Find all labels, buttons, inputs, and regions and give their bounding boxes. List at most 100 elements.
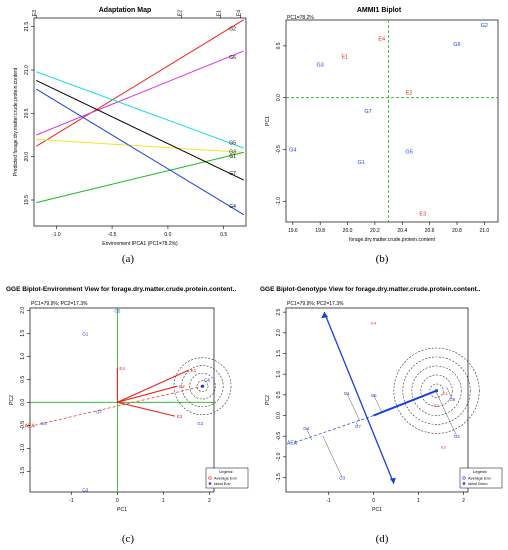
top-env-label: E1 [216,10,222,16]
y-tick-label: 0.5 [276,391,282,398]
ideal-env-marker [200,384,205,388]
x-tick-label: 0 [116,498,119,504]
projection-line-G2 [435,390,457,437]
x-tick-label: 20.8 [452,228,462,234]
x-tick-label: -1.0 [52,232,61,238]
legend-title: Legend: [473,469,487,474]
y-tick-label: -1.0 [276,452,282,461]
plot-frame [285,19,499,223]
aea-axis-line [294,415,374,443]
y-tick-label: 19.5 [24,195,30,205]
x-tick-label: 20.6 [425,228,435,234]
x-tick-label: -0.5 [108,232,117,238]
x-tick-label: 20.0 [343,228,353,234]
point-label-E3: E3 [419,212,426,218]
y-tick-label: 0.5 [276,42,282,49]
x-axis-label: PC1 [117,507,127,513]
env-vector-E1 [117,369,189,403]
concentric-ring [181,365,224,408]
genotype-label-G5: G5 [114,308,121,313]
projection-line-G7 [356,422,359,426]
ammi1-biplot-chart: AMMI1 Biplot PC1=78.2% 19.6 19.8 20.0 20.2 20.… [265,7,499,243]
y-tick-label: 2.0 [276,329,282,336]
series-label: G5 [229,141,236,147]
gge-genotype-view-panel: GGE Biplot-Genotype View for forage.dry.… [254,278,508,528]
chart-title: GGE Biplot-Genotype View for forage.dry.… [260,286,481,293]
series-label: G7 [229,171,236,177]
chart-title: Adaptation Map [99,7,152,14]
legend-average-marker [462,476,466,480]
projection-line-G1 [346,392,361,422]
genotype-label-G1: G1 [344,391,351,396]
point-label-G2: G2 [481,23,488,29]
y-tick-label: 1.0 [20,353,26,360]
projection-line-G5 [373,394,382,413]
plot-frame [29,307,215,493]
x-tick-label: 0 [372,498,375,504]
x-tick-label: 1 [162,498,165,504]
point-label-G5: G5 [405,150,412,156]
chart-subtitle: PC1=78.2% [287,15,314,21]
y-tick-label: 0.0 [20,399,26,406]
x-tick-label: 20.4 [397,228,407,234]
x-axis-label: forage.dry.matter.crude.protein.content [349,237,435,243]
chart-title: AMMI1 Biplot [357,7,402,14]
series-line-G4 [35,88,245,216]
x-axis-label: PC1 [372,507,382,513]
genotype-label-G4: G4 [303,426,310,431]
y-tick-label: -1.5 [20,467,26,476]
aec-ordinate-line [323,311,395,484]
y-tick-label: -1.0 [276,197,282,206]
gge-genotype-view-chart: GGE Biplot-Genotype View for forage.dry.… [260,286,503,513]
x-tick-label: 19.6 [288,228,298,234]
point-label-E2: E2 [406,91,413,97]
concentric-ring [420,374,453,407]
y-tick-label: 20.5 [24,108,30,118]
env-label-E3: E3 [177,414,183,419]
top-env-label: E2 [177,10,183,16]
series-line-G1 [36,151,244,204]
projection-line-G6 [446,386,453,400]
genotype-label-G2: G2 [454,434,461,439]
y-tick-label: 1.5 [20,330,26,337]
arrow-head-down [389,477,396,484]
y-tick-label: -0.5 [276,145,282,154]
arrow-head-up [321,312,329,319]
x-tick-label: 19.8 [315,228,325,234]
y-tick-label: -0.5 [276,432,282,441]
point-label-G1: G1 [358,160,365,166]
adaptation-map-chart: Adaptation Map -1.0 -0.5 0.0 0.5 19.5 20.0 20.5… [13,7,247,247]
plot-frame [285,307,469,493]
genotype-label-G2: G2 [197,421,204,426]
y-tick-label: -1.5 [276,473,282,482]
series-label: G4 [229,204,236,210]
genotype-label-G1: G1 [82,331,89,336]
projection-line-G4 [305,427,313,440]
series-label: G3 [229,149,236,155]
gge-environment-view-panel: GGE Biplot-Environment View for forage.d… [0,278,254,528]
point-label-E4: E4 [378,37,385,43]
ammi1-biplot-panel: AMMI1 Biplot PC1=78.2% 19.6 19.8 20.0 20.2 20.… [254,0,508,250]
y-tick-label: 0.5 [20,376,26,383]
series-line-G3 [36,138,244,153]
x-tick-label: 2 [462,498,465,504]
chart-subtitle: PC1=79.9%; PC2=17.3% [287,301,344,307]
x-tick-label: 20.2 [370,228,380,234]
series-label: G2 [229,27,236,33]
genotype-label-G7: G7 [355,424,362,429]
y-axis-label: Predicted forage.dry.matter.crude.protei… [13,67,19,176]
concentric-ring [196,380,209,393]
point-label-G3: G3 [317,63,324,69]
y-tick-label: 1.0 [276,370,282,377]
x-tick-label: 1 [417,498,420,504]
y-tick-label: 2.0 [20,307,26,314]
genotype-label-G7: G7 [96,410,103,415]
y-tick-label: 0.0 [276,412,282,419]
y-tick-label: 1.5 [276,350,282,357]
chart-title: GGE Biplot-Environment View for forage.d… [6,286,236,293]
caption-a: (a) [121,253,135,265]
concentric-ring [429,383,444,398]
genotype-label-G6: G6 [449,397,456,402]
env-label-E1: E1 [191,368,197,373]
projection-line-G3 [322,435,343,478]
